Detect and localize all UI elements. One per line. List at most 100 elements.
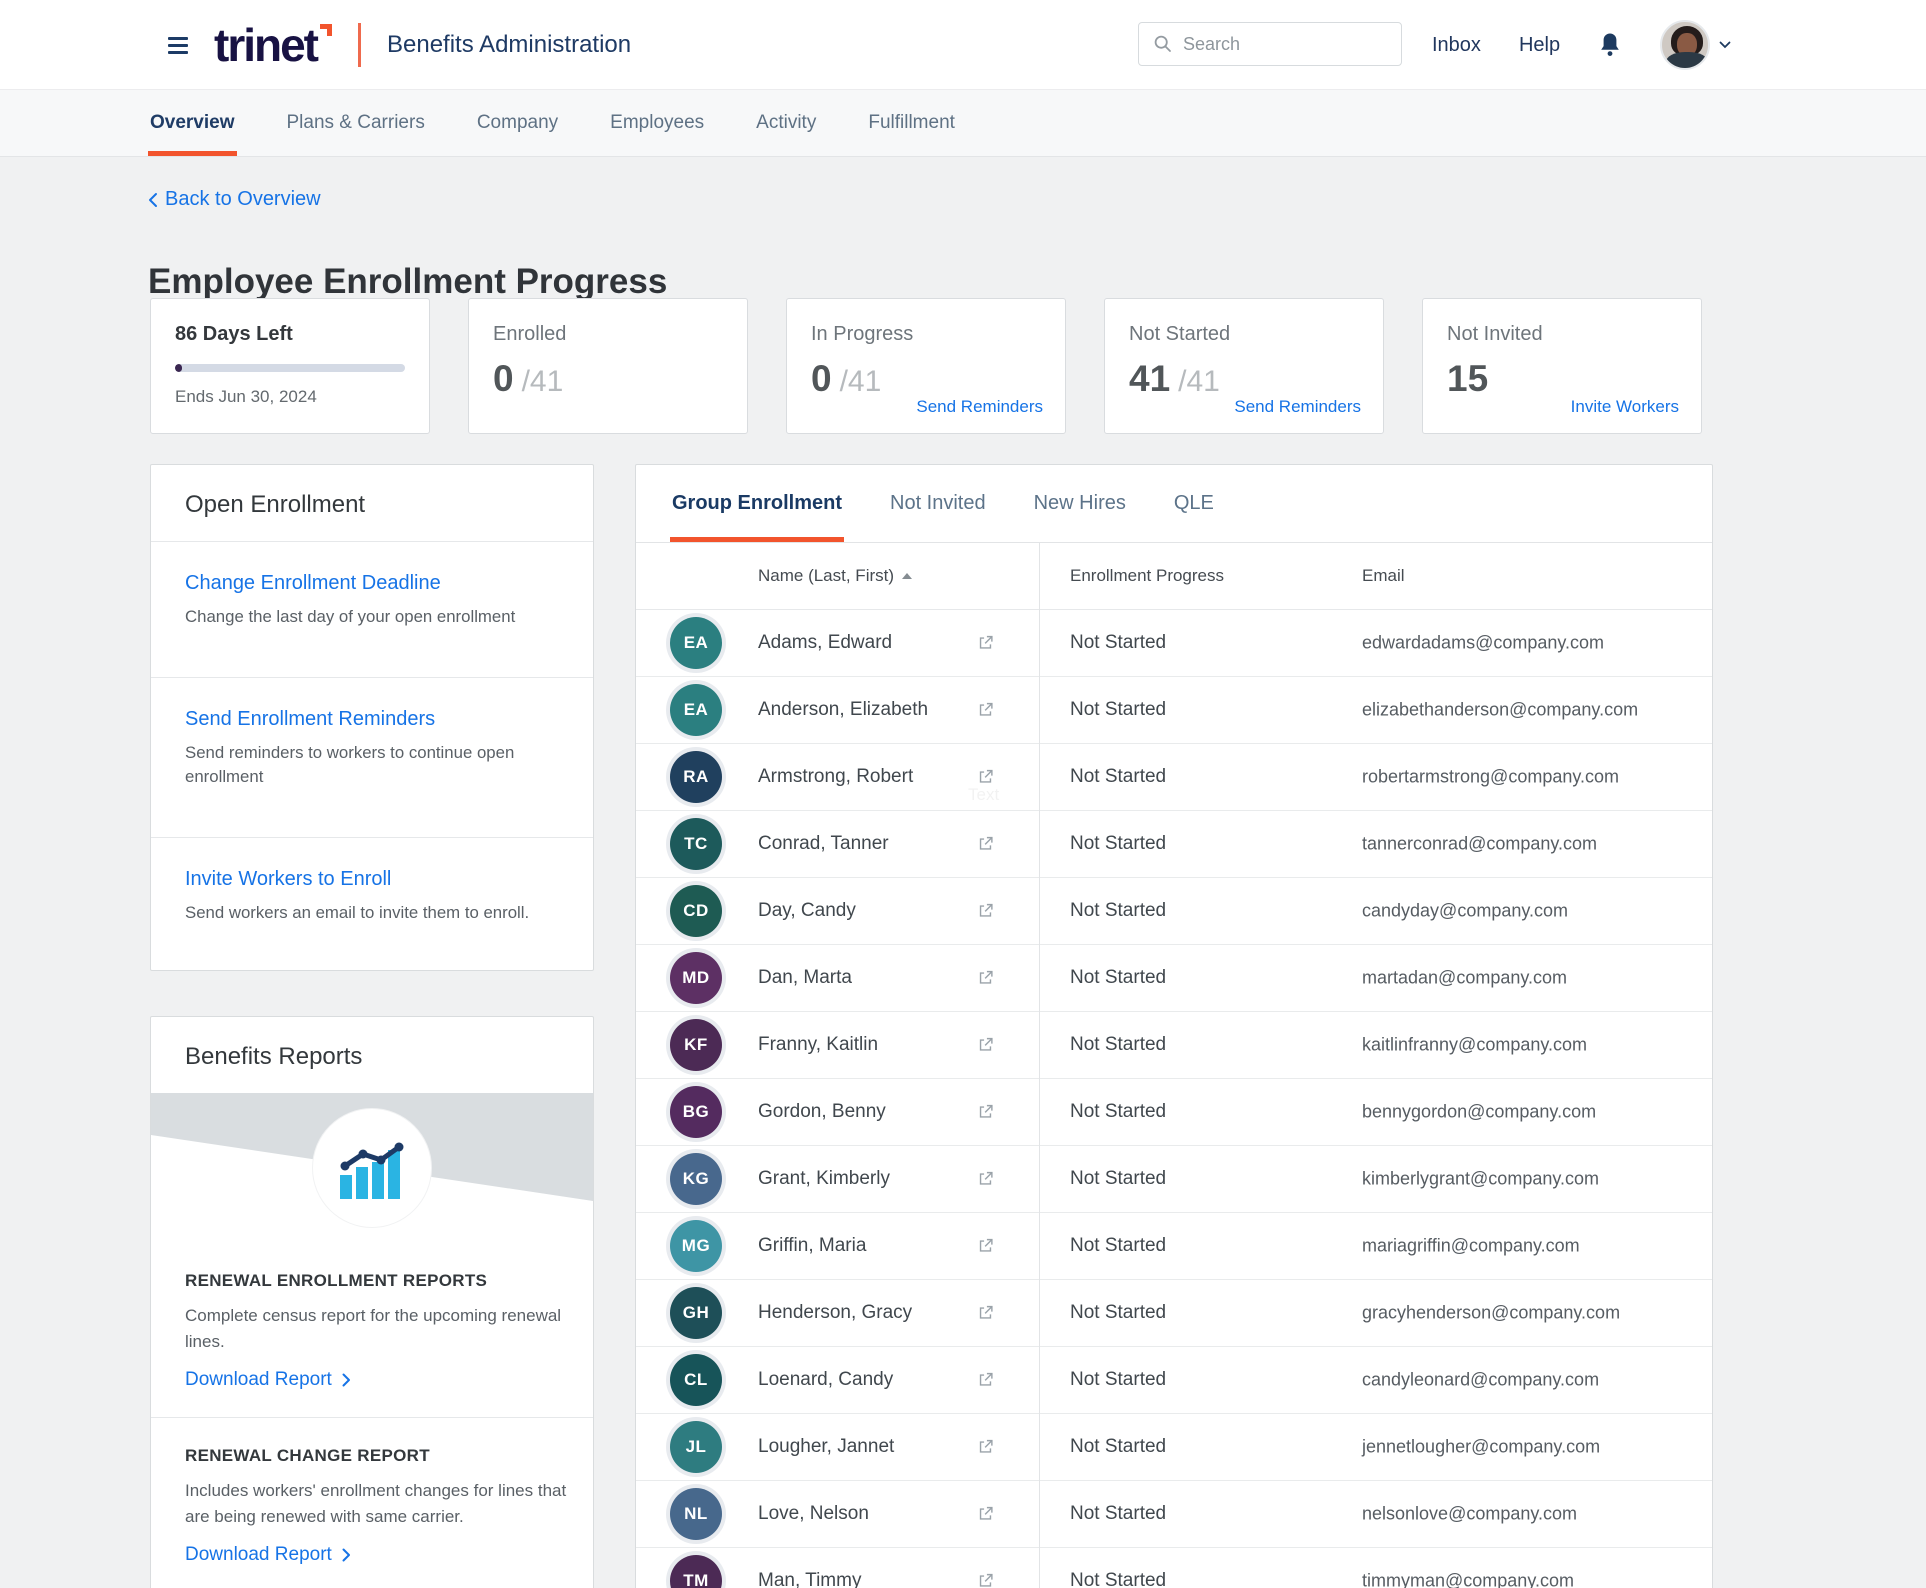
open-enrollment-action-link[interactable]: Send Enrollment Reminders: [185, 708, 436, 730]
report-heading: RENEWAL CHANGE REPORT: [185, 1446, 430, 1465]
open-employee-external-link-icon[interactable]: [977, 1171, 994, 1188]
report-section: RENEWAL ENROLLMENT REPORTS Complete cens…: [151, 1243, 593, 1418]
enrollment-table-tab[interactable]: New Hires: [1032, 465, 1128, 542]
notifications-bell-icon[interactable]: [1598, 32, 1622, 58]
open-enrollment-action-description: Send reminders to workers to continue op…: [185, 743, 515, 787]
download-report-label: Download Report: [185, 1369, 332, 1390]
enrolled-total: /41: [521, 365, 564, 398]
report-description: Includes workers' enrollment changes for…: [185, 1481, 567, 1526]
in-progress-label: In Progress: [811, 323, 914, 345]
employee-name: Anderson, Elizabeth: [758, 699, 929, 720]
reports-illustration: [151, 1093, 593, 1243]
enrollment-status: Not Started: [1070, 1369, 1167, 1390]
table-row: KG Grant, Kimberly Not Started kimberlyg…: [636, 1146, 1712, 1213]
employee-name: Henderson, Gracy: [758, 1302, 913, 1323]
open-employee-external-link-icon[interactable]: [977, 769, 994, 786]
employee-email: tannerconrad@company.com: [1362, 833, 1598, 854]
employee-avatar: CD: [670, 885, 722, 937]
employee-avatar: BG: [670, 1086, 722, 1138]
send-reminders-link-in-progress[interactable]: Send Reminders: [916, 397, 1043, 416]
chevron-left-icon: [149, 192, 157, 207]
open-enrollment-actions: Change Enrollment Deadline Change the la…: [151, 542, 593, 970]
open-employee-external-link-icon[interactable]: [977, 1573, 994, 1588]
open-employee-external-link-icon[interactable]: [977, 1506, 994, 1523]
open-employee-external-link-icon[interactable]: [977, 836, 994, 853]
employee-name: Conrad, Tanner: [758, 833, 889, 854]
table-row: MG Griffin, Maria Not Started mariagriff…: [636, 1213, 1712, 1280]
open-employee-external-link-icon[interactable]: [977, 1238, 994, 1255]
enrollment-table-tabs: Group Enrollment Not Invited New Hires Q…: [636, 465, 1712, 543]
employee-name: Armstrong, Robert: [758, 766, 914, 787]
employee-avatar: MD: [670, 952, 722, 1004]
employee-email: candyday@company.com: [1362, 900, 1569, 921]
trinet-logo[interactable]: trinet: [214, 22, 332, 68]
faint-text-artifact: Text: [968, 785, 1000, 804]
send-reminders-link-not-started[interactable]: Send Reminders: [1234, 397, 1361, 416]
open-employee-external-link-icon[interactable]: [977, 1104, 994, 1121]
chevron-right-icon: [342, 1548, 350, 1562]
enrollment-status: Not Started: [1070, 833, 1167, 854]
open-enrollment-action-link[interactable]: Invite Workers to Enroll: [185, 868, 392, 890]
primary-nav: Overview Plans & Carriers Company Employ…: [0, 90, 1926, 157]
in-progress-total: /41: [839, 365, 882, 398]
open-employee-external-link-icon[interactable]: [977, 1305, 994, 1322]
days-left-progress-bar: [175, 364, 405, 372]
chevron-down-icon: [1719, 41, 1731, 49]
table-row: EA Adams, Edward Not Started edwardadams…: [636, 610, 1712, 677]
employee-name: Griffin, Maria: [758, 1235, 867, 1256]
search-input[interactable]: [1183, 33, 1387, 55]
open-enrollment-action-description: Send workers an email to invite them to …: [185, 903, 530, 922]
open-enrollment-action-item: Send Enrollment Reminders Send reminders…: [151, 678, 593, 838]
enrolled-count: 0: [493, 358, 514, 399]
open-employee-external-link-icon[interactable]: [977, 970, 994, 987]
hamburger-menu-icon[interactable]: [168, 36, 188, 54]
column-header-name[interactable]: Name (Last, First): [758, 566, 913, 586]
open-employee-external-link-icon[interactable]: [977, 635, 994, 652]
nav-tab[interactable]: Fulfillment: [866, 90, 957, 156]
download-report-link[interactable]: Download Report: [185, 1544, 573, 1566]
open-employee-external-link-icon[interactable]: [977, 903, 994, 920]
open-employee-external-link-icon[interactable]: [977, 1439, 994, 1456]
enrollment-table-tab[interactable]: Not Invited: [888, 465, 988, 542]
open-employee-external-link-icon[interactable]: [977, 702, 994, 719]
open-employee-external-link-icon[interactable]: [977, 1372, 994, 1389]
benefits-reports-title: Benefits Reports: [185, 1043, 363, 1070]
employee-email: edwardadams@company.com: [1362, 632, 1605, 653]
employee-email: kimberlygrant@company.com: [1362, 1168, 1600, 1189]
illustration-circle: [313, 1109, 431, 1227]
employee-email: candyleonard@company.com: [1362, 1369, 1600, 1390]
nav-tab[interactable]: Activity: [754, 90, 818, 156]
invite-workers-link[interactable]: Invite Workers: [1570, 397, 1679, 416]
global-search[interactable]: [1138, 22, 1402, 66]
table-header-row: Name (Last, First) Enrollment Progress E…: [636, 543, 1712, 610]
download-report-link[interactable]: Download Report: [185, 1369, 573, 1391]
employee-name: Grant, Kimberly: [758, 1168, 890, 1189]
inbox-link[interactable]: Inbox: [1432, 33, 1481, 56]
table-row: EA Anderson, Elizabeth Not Started eliza…: [636, 677, 1712, 744]
enrollment-table-tab[interactable]: QLE: [1172, 465, 1216, 542]
employee-name: Dan, Marta: [758, 967, 852, 988]
user-menu[interactable]: [1660, 20, 1731, 70]
help-link[interactable]: Help: [1518, 33, 1561, 56]
enrollment-status: Not Started: [1070, 1436, 1167, 1457]
employee-avatar: TC: [670, 818, 722, 870]
open-enrollment-action-link[interactable]: Change Enrollment Deadline: [185, 572, 441, 594]
nav-tab[interactable]: Company: [475, 90, 560, 156]
employee-email: elizabethanderson@company.com: [1362, 699, 1639, 720]
nav-tab-label: Fulfillment: [868, 112, 955, 133]
table-row: CL Loenard, Candy Not Started candyleona…: [636, 1347, 1712, 1414]
open-employee-external-link-icon[interactable]: [977, 1037, 994, 1054]
employee-avatar: EA: [670, 617, 722, 669]
back-to-overview-link[interactable]: Back to Overview: [148, 188, 321, 211]
enrolled-label: Enrolled: [493, 323, 567, 345]
employee-avatar: KG: [670, 1153, 722, 1205]
nav-tab[interactable]: Employees: [608, 90, 706, 156]
enrollment-table-tab[interactable]: Group Enrollment: [670, 465, 844, 542]
page-title: Employee Enrollment Progress: [148, 262, 668, 301]
enrollment-table-tab-label: New Hires: [1033, 492, 1126, 514]
employee-email: kaitlinfranny@company.com: [1362, 1034, 1588, 1055]
days-left-progress-fill: [175, 364, 182, 372]
table-row: JL Lougher, Jannet Not Started jennetlou…: [636, 1414, 1712, 1481]
nav-tab[interactable]: Overview: [148, 90, 237, 156]
nav-tab[interactable]: Plans & Carriers: [285, 90, 427, 156]
